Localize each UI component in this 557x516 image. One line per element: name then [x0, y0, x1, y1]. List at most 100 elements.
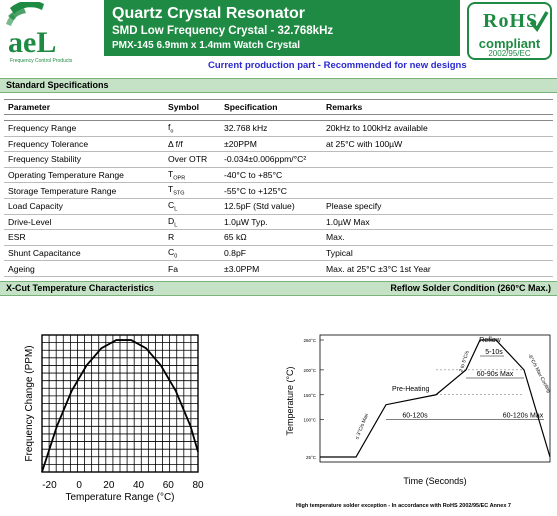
parameter-cell: Load Capacity	[4, 198, 164, 215]
symbol-text: Fa	[168, 263, 179, 274]
spec-cell: 12.5pF (Std value)	[220, 198, 322, 215]
table-row: Operating Temperature Range TOPR -40°C to …	[4, 167, 553, 184]
symbol-text: C	[168, 246, 175, 257]
col-header: Remarks	[322, 99, 553, 115]
remarks-cell: Please specify	[322, 198, 553, 215]
symbol-text: f	[168, 121, 171, 132]
x-tick-label: -20	[42, 480, 57, 491]
spec-cell: 65 kΩ	[220, 229, 322, 246]
product-model: PMX-145 6.9mm x 1.4mm Watch Crystal	[112, 40, 301, 51]
footnote: High temperature solder exception - In a…	[296, 503, 511, 509]
symbol-cell: TSTG	[164, 182, 220, 199]
reflow-profile-line	[320, 339, 551, 458]
x-tick-label: 0	[76, 480, 82, 491]
y-tick-label: 100°C	[303, 418, 316, 423]
remarks-cell: 1.0µW Max	[322, 214, 553, 231]
symbol-subscript: OPR	[173, 175, 186, 182]
x-tick-label: 80	[192, 480, 204, 491]
spec-cell: -40°C to +85°C	[220, 167, 322, 184]
symbol-cell: fo	[164, 120, 220, 137]
ramp2-label: 2 to 5°C/s	[458, 350, 471, 373]
parameter-cell: Frequency Stability	[4, 151, 164, 168]
symbol-text: R	[168, 232, 175, 243]
preheat-label: Pre-Heating	[392, 386, 429, 393]
table-row: Frequency Stability Over OTR -0.034±0.006p…	[4, 151, 553, 168]
remarks-cell: Max.	[322, 229, 553, 246]
col-header: Symbol	[164, 99, 220, 115]
symbol-cell: Δ f/f	[164, 136, 220, 153]
reflow-time-label: 5-10s	[485, 349, 503, 356]
symbol-cell: Over OTR	[164, 151, 220, 168]
table-row: Load Capacity CL 12.5pF (Std value) Please …	[4, 198, 553, 215]
y-tick-label: 25°C	[306, 455, 317, 460]
cooling-label: -6°C/s Max Cooling	[526, 353, 552, 394]
symbol-text: D	[168, 215, 175, 226]
symbol-text: T	[168, 168, 174, 179]
remarks-cell: Max. at 25°C ±3°C 1st Year	[322, 260, 553, 277]
symbol-text: C	[168, 199, 175, 210]
checkmark-icon	[529, 11, 549, 32]
parameter-cell: Storage Temperature Range	[4, 182, 164, 199]
table-row: Frequency Range fo 32.768 kHz 20kHz to 100k…	[4, 120, 553, 137]
table-row: Frequency Tolerance Δ f/f ±20PPM at 25°C wi…	[4, 136, 553, 153]
col-header: Specification	[220, 99, 322, 115]
spec-cell: -0.034±0.006ppm/°C²	[220, 151, 322, 168]
preheat-time-label: 60-120s	[402, 413, 428, 420]
symbol-text: Δ f/f	[168, 138, 183, 149]
section-standard-specifications: Standard Specifications	[0, 78, 557, 93]
company-logo: aeL Frequency Control Products	[4, 0, 84, 68]
rohs-badge: RoHS compliant 2002/95/EC	[467, 2, 552, 60]
table-header-row: Parameter Symbol Specification Remarks	[4, 99, 553, 115]
rohs-directive: 2002/95/EC	[488, 49, 531, 58]
temperature-characteristics-chart: -20 0 20 40 60 80 Temperature Range (°C) Freque…	[0, 300, 280, 516]
y-tick-label: 150°C	[303, 393, 316, 398]
plot-frame	[319, 334, 551, 463]
spec-cell: ±20PPM	[220, 136, 322, 153]
temperature-chart-svg: -20 0 20 40 60 80 Temperature Range (°C) Freque…	[24, 334, 204, 503]
parameter-cell: Frequency Range	[4, 120, 164, 137]
rohs-mark: RoHS	[483, 10, 539, 32]
logo-wordmark: aeL	[8, 26, 56, 59]
parameter-cell: Operating Temperature Range	[4, 167, 164, 184]
parameter-cell: Shunt Capacitance	[4, 245, 164, 262]
table-row: Shunt Capacitance C0 0.8pF Typical	[4, 245, 553, 262]
table-row: Ageing Fa ±3.0PPM Max. at 25°C ±3°C 1st Yea…	[4, 260, 553, 277]
symbol-subscript: L	[174, 222, 178, 229]
symbol-cell: TOPR	[164, 167, 220, 184]
y-axis-label: Frequency Change (PPM)	[24, 345, 35, 461]
symbol-cell: Fa	[164, 260, 220, 277]
x-tick-label: 20	[103, 480, 115, 491]
plot-frame	[41, 334, 199, 473]
remarks-cell	[322, 167, 553, 184]
x-tick-label: 40	[133, 480, 145, 491]
x-axis-label: Temperature Range (°C)	[65, 492, 174, 503]
section-title: Standard Specifications	[6, 80, 109, 90]
reflow-title: Reflow Solder Condition (260°C Max.)	[390, 283, 551, 293]
symbol-cell: CL	[164, 198, 220, 215]
spec-cell: 32.768 kHz	[220, 120, 322, 137]
symbol-subscript: STG	[173, 191, 185, 198]
spec-cell: ±3.0PPM	[220, 260, 322, 277]
title-band: Quartz Crystal Resonator SMD Low Frequen…	[104, 0, 460, 56]
spec-cell: -55°C to +125°C	[220, 182, 322, 199]
symbol-cell: DL	[164, 214, 220, 231]
parameter-cell: Frequency Tolerance	[4, 136, 164, 153]
remarks-cell	[322, 182, 553, 199]
parameter-cell: Drive-Level	[4, 214, 164, 231]
y-tick-label: 200°C	[303, 368, 316, 373]
reflow-chart-svg: 25°C 100°C 150°C 200°C 260°C Reflow 5-10s 60-90…	[285, 334, 552, 486]
spec-cell: 1.0µW Typ.	[220, 214, 322, 231]
remarks-cell: Typical	[322, 245, 553, 262]
symbol-text: T	[168, 184, 174, 195]
spacer-row	[4, 114, 553, 121]
table-row: ESR R 65 kΩ Max.	[4, 229, 553, 246]
spec-table: Parameter Symbol Specification Remarks F…	[4, 99, 553, 277]
remarks-cell: at 25°C with 100µW	[322, 136, 553, 153]
product-title: Quartz Crystal Resonator	[112, 5, 305, 22]
table-row: Storage Temperature Range TSTG -55°C to +1…	[4, 182, 553, 199]
x-axis-label: Time (Seconds)	[403, 476, 466, 486]
product-subtitle: SMD Low Frequency Crystal - 32.768kHz	[112, 25, 334, 37]
temp-char-title: X-Cut Temperature Characteristics	[6, 283, 154, 293]
production-note: Current production part - Recommended fo…	[208, 60, 467, 71]
parameter-cell: ESR	[4, 229, 164, 246]
